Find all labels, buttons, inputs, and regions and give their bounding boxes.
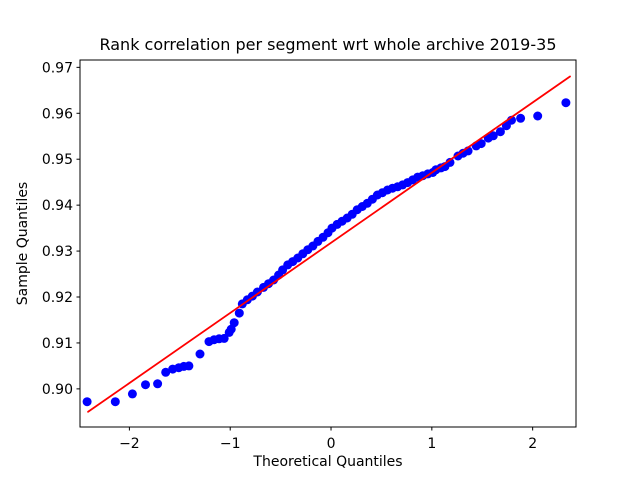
reference-line <box>87 75 571 413</box>
scatter-point <box>561 98 571 108</box>
y-tick-label: 0.92 <box>42 290 73 306</box>
scatter-point <box>219 333 229 343</box>
y-tick-label: 0.90 <box>42 382 73 398</box>
scatter-point <box>516 113 526 123</box>
plot-frame <box>79 59 577 428</box>
scatter-point <box>195 349 205 359</box>
x-tick-label: 1 <box>427 436 436 452</box>
scatter-point <box>127 389 137 399</box>
x-tick-label: 2 <box>528 436 537 452</box>
scatter-point <box>229 318 239 328</box>
scatter-point <box>141 380 150 390</box>
x-tick-label: 0 <box>327 436 336 452</box>
y-tick-label: 0.94 <box>42 198 73 214</box>
scatter-point <box>533 111 543 121</box>
y-tick-label: 0.93 <box>42 244 73 260</box>
x-axis-label: Theoretical Quantiles <box>252 454 402 470</box>
y-tick-label: 0.97 <box>42 60 73 76</box>
scatter-point <box>495 127 505 137</box>
scatter-point <box>234 308 244 318</box>
scatter-point <box>153 379 163 389</box>
scatter-point <box>252 287 262 297</box>
scatter-point <box>110 397 120 407</box>
x-tick-label: −2 <box>119 436 140 452</box>
y-tick-label: 0.95 <box>42 152 73 168</box>
scatter-point <box>488 131 498 141</box>
y-tick-label: 0.91 <box>42 336 73 352</box>
scatter-point <box>476 139 486 149</box>
y-axis-label: Sample Quantiles <box>15 182 31 305</box>
y-tick-label: 0.96 <box>42 106 73 122</box>
x-axis-ticks: −2 −1 0 1 2 <box>119 427 537 452</box>
chart-title: Rank correlation per segment wrt whole a… <box>99 35 556 54</box>
scatter-points-layer <box>82 98 571 407</box>
scatter-point <box>445 157 455 167</box>
scatter-point <box>184 361 194 371</box>
scatter-point <box>161 367 171 377</box>
x-tick-label: −1 <box>220 436 241 452</box>
y-axis-ticks: 0.90 0.91 0.92 0.93 0.94 0.95 0.96 0.97 <box>42 60 80 398</box>
scatter-point <box>82 397 92 407</box>
reference-line-layer <box>87 75 571 413</box>
